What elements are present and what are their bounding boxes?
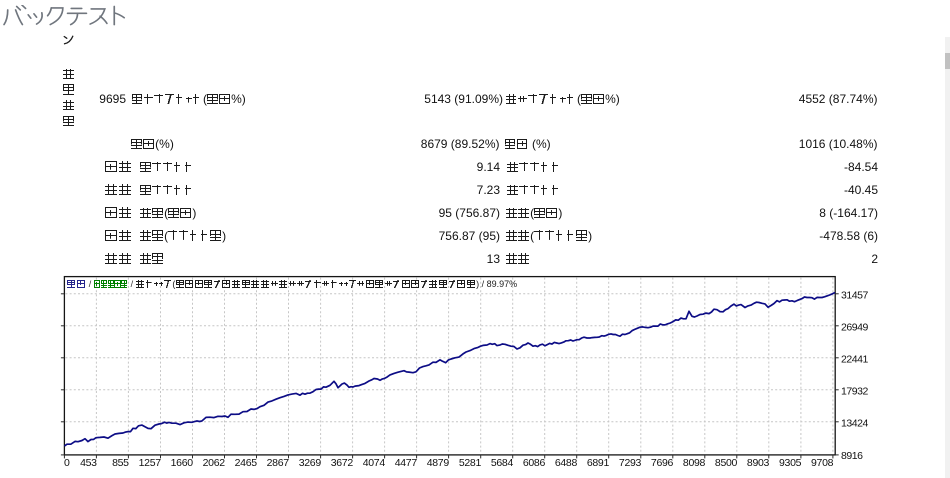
svg-text:8916: 8916 [841,450,863,462]
svg-text:8500: 8500 [715,457,738,469]
svg-text:0: 0 [64,457,70,469]
svg-text:8098: 8098 [683,457,706,469]
svg-text:6086: 6086 [523,457,546,469]
svg-text:4879: 4879 [427,457,450,469]
svg-text:5684: 5684 [491,457,514,469]
svg-text:6891: 6891 [587,457,610,469]
svg-text:1660: 1660 [171,457,194,469]
svg-text:2062: 2062 [203,457,226,469]
svg-text:26949: 26949 [841,322,869,334]
svg-text:453: 453 [80,457,97,469]
svg-text:17932: 17932 [841,386,869,398]
svg-text:3269: 3269 [299,457,322,469]
svg-text:1257: 1257 [139,457,162,469]
svg-text:7696: 7696 [651,457,674,469]
svg-text:9305: 9305 [779,457,802,469]
svg-text:31457: 31457 [841,290,869,302]
svg-text:22441: 22441 [841,354,869,366]
svg-text:8903: 8903 [747,457,770,469]
svg-text:9708: 9708 [811,457,834,469]
svg-text:3672: 3672 [331,457,354,469]
svg-text:4477: 4477 [395,457,418,469]
svg-text:2867: 2867 [267,457,290,469]
svg-text:5281: 5281 [459,457,482,469]
svg-text:855: 855 [112,457,129,469]
svg-text:2465: 2465 [235,457,258,469]
svg-text:7293: 7293 [619,457,642,469]
svg-text:13424: 13424 [841,418,869,430]
svg-text:6488: 6488 [555,457,578,469]
svg-text:4074: 4074 [363,457,386,469]
